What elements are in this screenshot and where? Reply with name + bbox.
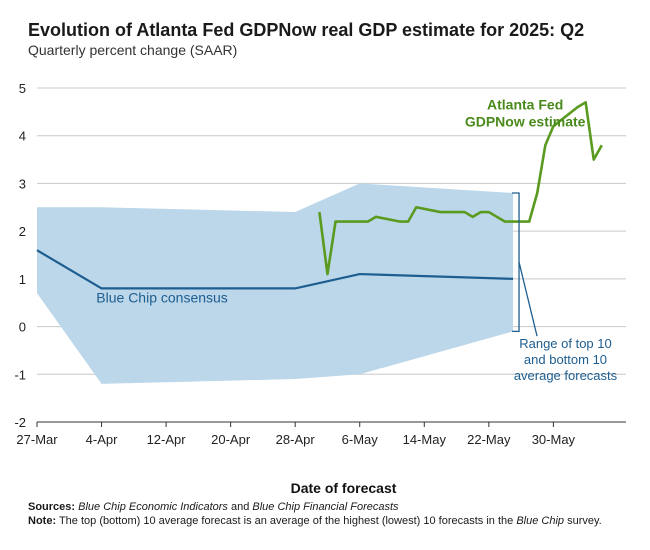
x-tick-label: 20-Apr (211, 432, 251, 447)
note-text-2: Blue Chip (516, 515, 565, 527)
note-text-1: The top (bottom) 10 average forecast is … (56, 515, 517, 527)
x-tick-label: 27-Mar (16, 432, 58, 447)
x-tick-label: 4-Apr (86, 432, 118, 447)
y-tick-labels: 5 4 3 2 1 0 -1 -2 (14, 81, 26, 430)
range-bracket-shape (512, 192, 520, 332)
y-tick-label: 5 (19, 81, 26, 96)
x-tick-label: 30-May (532, 432, 576, 447)
blue-chip-label: Blue Chip consensus (96, 290, 228, 306)
chart-title: Evolution of Atlanta Fed GDPNow real GDP… (28, 20, 585, 40)
sources-label: Sources: (28, 501, 76, 513)
gdpnow-label-line: GDPNow estimate (465, 113, 586, 129)
range-label-line: average forecasts (514, 368, 618, 383)
y-tick-label: 1 (19, 272, 26, 287)
chart-subtitle: Quarterly percent change (SAAR) (28, 42, 238, 58)
note-line: Note: The top (bottom) 10 average foreca… (28, 514, 638, 528)
note-text-3: survey. (564, 515, 602, 527)
gdpnow-estimate-line (318, 101, 603, 276)
x-tick-label: 28-Apr (276, 432, 316, 447)
x-tick-label: 12-Apr (147, 432, 187, 447)
y-tick-label: 3 (19, 176, 26, 191)
y-tick-label: 0 (19, 320, 26, 335)
y-tick-label: 4 (19, 129, 26, 144)
sources-text-1: Blue Chip Economic Indicators (78, 501, 228, 513)
sources-text-2: Blue Chip Financial Forecasts (252, 501, 399, 513)
x-axis-label: Date of forecast (291, 480, 397, 496)
x-axis (36, 421, 626, 427)
footer: Sources: Blue Chip Economic Indicators a… (28, 500, 638, 528)
gdpnow-chart: 5 4 3 2 1 0 -1 -2 27-Mar 4-Apr 12-Apr 20-Apr 28-Apr… (14, 81, 626, 496)
forecast-range-band (37, 183, 514, 384)
y-tick-label: 2 (19, 224, 26, 239)
y-tick-label: -1 (14, 367, 26, 382)
y-tick-label: -2 (14, 415, 26, 430)
x-tick-label: 6-May (342, 432, 379, 447)
note-label: Note: (28, 515, 57, 527)
sources-and: and (227, 501, 253, 513)
blue-chip-consensus-line (36, 249, 514, 290)
range-label-line: Range of top 10 (519, 336, 612, 351)
sources-line: Sources: Blue Chip Economic Indicators a… (28, 500, 638, 514)
x-tick-label: 22-May (467, 432, 511, 447)
range-label-line: and bottom 10 (524, 352, 607, 367)
gdpnow-label-line: Atlanta Fed (487, 96, 563, 112)
x-tick-labels: 27-Mar 4-Apr 12-Apr 20-Apr 28-Apr 6-May 14-May… (16, 432, 575, 447)
x-tick-label: 14-May (403, 432, 447, 447)
range-leader-line (518, 262, 538, 337)
range-bracket (512, 192, 538, 337)
